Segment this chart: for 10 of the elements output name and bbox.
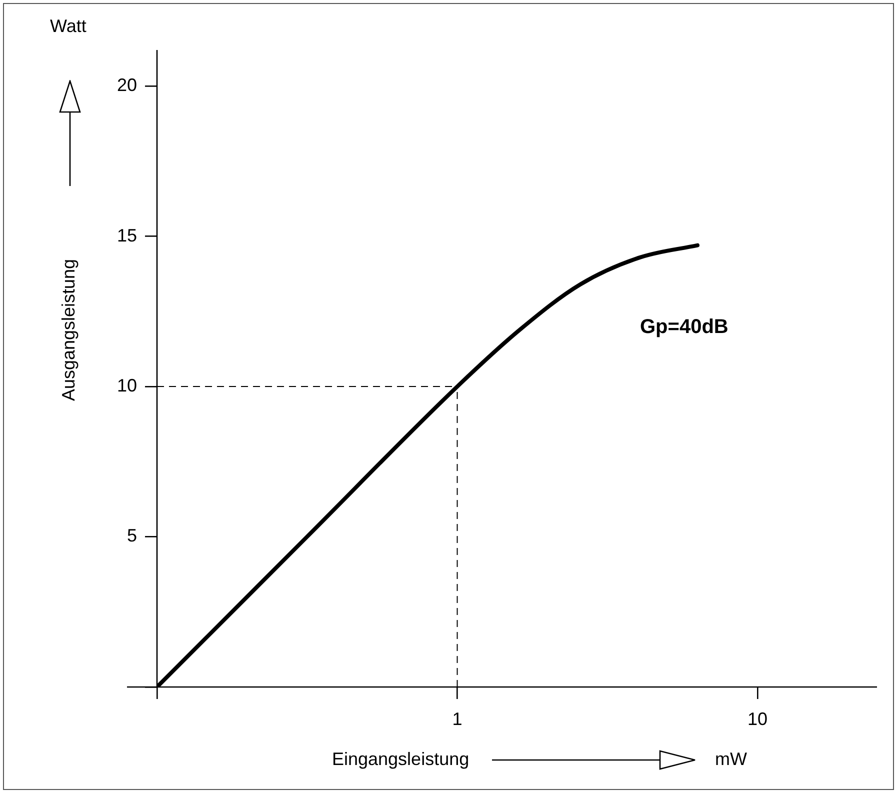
text: Watt: [50, 16, 86, 37]
y-tick-label: 20: [116, 75, 137, 96]
y-tick-label: 5: [126, 526, 137, 546]
text: mW: [715, 749, 747, 770]
x-tick-label: 1: [452, 708, 462, 729]
x-axis-title: Eingangsleistung: [332, 749, 470, 770]
y-tick-label: 10: [116, 375, 137, 396]
annotation: Gp=40dB: [640, 316, 728, 339]
y-axis-title: Ausgangsleistung: [58, 258, 80, 402]
y-tick-label: 15: [116, 225, 137, 246]
